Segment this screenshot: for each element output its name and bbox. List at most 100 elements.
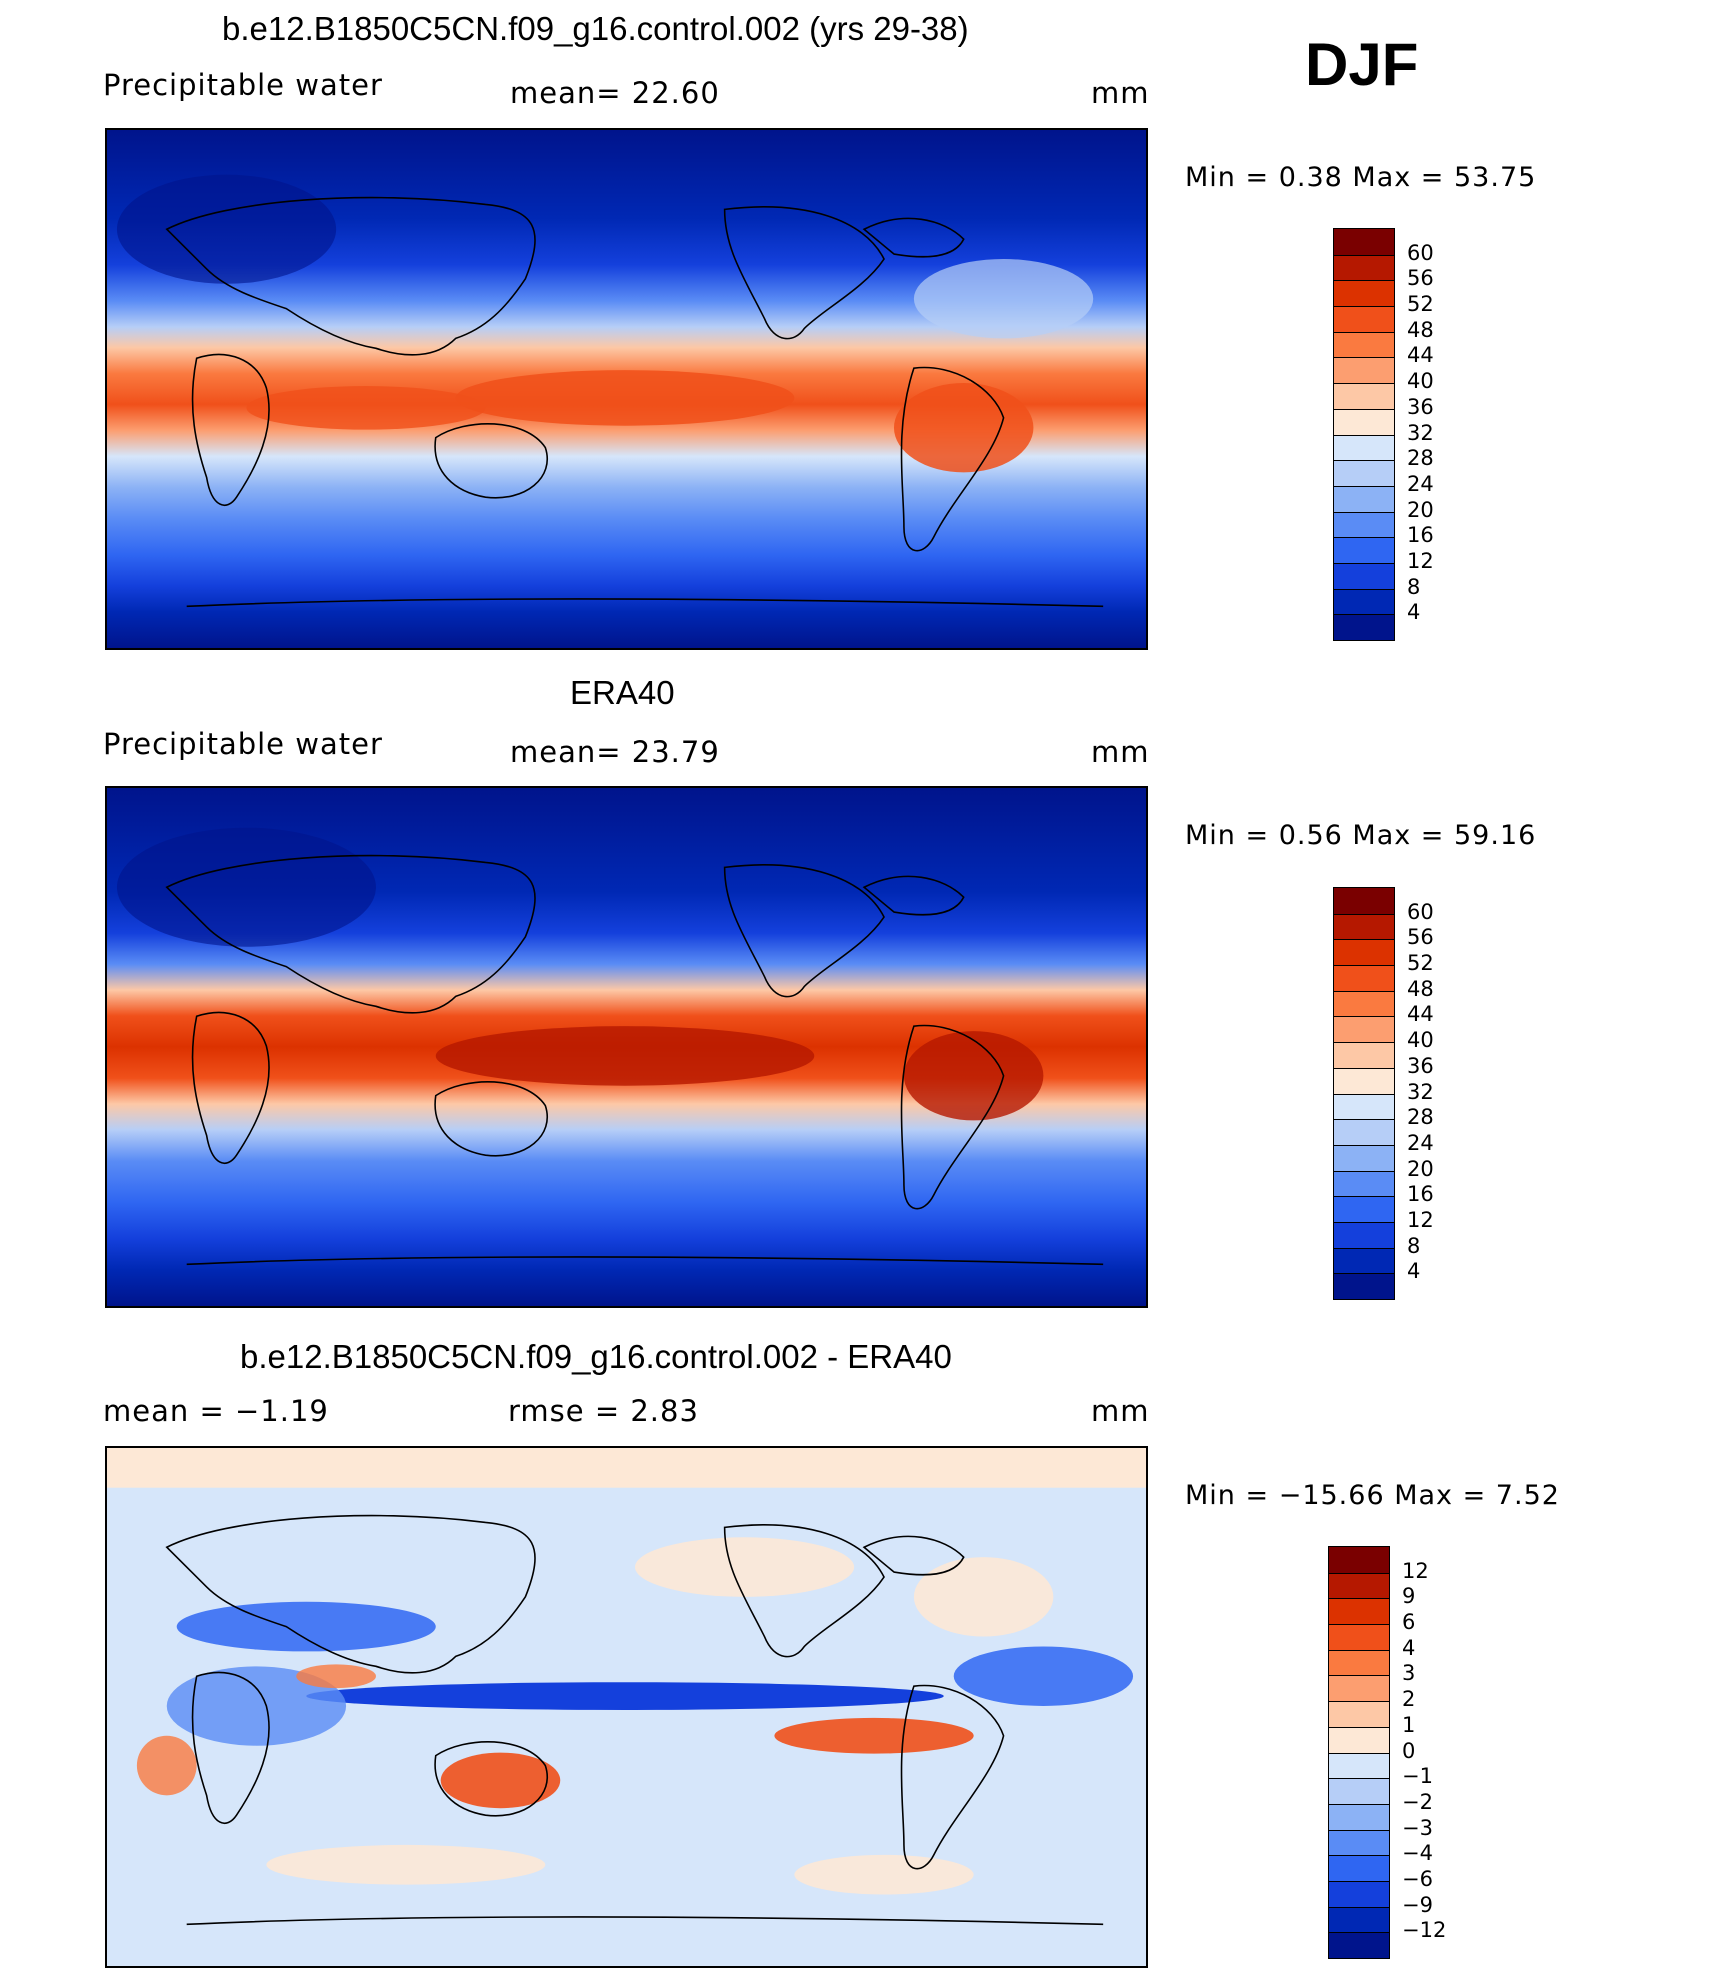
colorbar-swatch <box>1329 1624 1389 1650</box>
colorbar-tick-label: 24 <box>1407 471 1434 496</box>
colorbar-swatch <box>1334 614 1394 640</box>
colorbar-swatch <box>1329 1829 1389 1856</box>
colorbar-tick-label: 52 <box>1407 292 1434 317</box>
colorbar-swatch <box>1329 1932 1389 1958</box>
colorbar-swatch <box>1334 1196 1394 1222</box>
colorbar-swatch <box>1334 1042 1394 1068</box>
colorbar-tick-label: −4 <box>1402 1841 1433 1866</box>
panel-3-map <box>105 1446 1148 1968</box>
panel-2-min-max: Min = 0.56 Max = 59.16 <box>1185 820 1537 851</box>
colorbar-tick-label: 1 <box>1402 1712 1416 1737</box>
colorbar-swatch <box>1329 1778 1389 1804</box>
colorbar-swatch <box>1329 1701 1389 1727</box>
colorbar-tick-label: 12 <box>1402 1558 1429 1583</box>
panel-2-units: mm <box>1091 735 1150 769</box>
colorbar-swatch <box>1334 1221 1394 1248</box>
colorbar-tick-label: 56 <box>1407 266 1434 291</box>
colorbar-tick-label: 12 <box>1407 548 1434 573</box>
colorbar-swatch <box>1329 1880 1389 1907</box>
colorbar-swatch <box>1334 280 1394 307</box>
colorbar-tick-label: 3 <box>1402 1661 1416 1686</box>
colorbar-tick-label: 16 <box>1407 523 1434 548</box>
colorbar-swatch <box>1334 1247 1394 1274</box>
colorbar-swatch <box>1334 357 1394 384</box>
colorbar-swatch <box>1329 1598 1389 1625</box>
colorbar-tick-label: 60 <box>1407 899 1434 924</box>
colorbar-tick-label: 8 <box>1407 1233 1421 1258</box>
colorbar-tick-label: 28 <box>1407 1105 1434 1130</box>
panel-3-units: mm <box>1091 1394 1150 1428</box>
colorbar-swatch <box>1329 1547 1389 1573</box>
colorbar-tick-label: 40 <box>1407 369 1434 394</box>
colorbar-swatch <box>1334 939 1394 966</box>
colorbar-tick-label: 2 <box>1402 1687 1416 1712</box>
colorbar-swatch <box>1334 460 1394 486</box>
colorbar-tick-label: −9 <box>1402 1892 1433 1917</box>
colorbar-swatch <box>1334 1067 1394 1094</box>
colorbar-tick-label: −12 <box>1402 1918 1447 1943</box>
colorbar-tick-label: 8 <box>1407 574 1421 599</box>
colorbar-tick-label: −6 <box>1402 1866 1433 1891</box>
colorbar-tick-label: 48 <box>1407 317 1434 342</box>
panel-3-rmse-label: rmse = 2.83 <box>508 1394 699 1428</box>
panel-1-min-max: Min = 0.38 Max = 53.75 <box>1185 162 1537 193</box>
colorbar-tick-label: 44 <box>1407 1002 1434 1027</box>
colorbar-swatch <box>1329 1726 1389 1753</box>
colorbar-tick-label: 4 <box>1402 1635 1416 1660</box>
colorbar-tick-label: 12 <box>1407 1207 1434 1232</box>
colorbar-swatch <box>1334 383 1394 409</box>
colorbar-swatch <box>1334 888 1394 914</box>
colorbar-swatch <box>1334 511 1394 538</box>
colorbar-swatch <box>1334 537 1394 563</box>
colorbar-tick-label: 4 <box>1407 600 1421 625</box>
colorbar-swatch <box>1334 1144 1394 1171</box>
colorbar-tick-label: 24 <box>1407 1130 1434 1155</box>
colorbar-tick-label: 28 <box>1407 446 1434 471</box>
panel-1-map-graphic <box>107 130 1146 648</box>
colorbar-swatch <box>1334 229 1394 255</box>
colorbar-swatch <box>1334 1093 1394 1120</box>
colorbar-tick-label: 52 <box>1407 951 1434 976</box>
panel-2-variable-label: Precipitable water <box>103 727 383 761</box>
panel-1-title: b.e12.B1850C5CN.f09_g16.control.002 (yrs… <box>222 10 969 47</box>
colorbar-swatch <box>1334 990 1394 1017</box>
colorbar-tick-label: 9 <box>1402 1584 1416 1609</box>
panel-3-colorbar <box>1328 1546 1390 1959</box>
colorbar-tick-label: −1 <box>1402 1764 1433 1789</box>
season-label: DJF <box>1305 31 1419 98</box>
colorbar-tick-label: 32 <box>1407 420 1434 445</box>
colorbar-tick-label: 4 <box>1407 1259 1421 1284</box>
panel-3-mean-label: mean = −1.19 <box>103 1394 329 1428</box>
colorbar-swatch <box>1329 1649 1389 1676</box>
colorbar-swatch <box>1329 1752 1389 1779</box>
colorbar-swatch <box>1329 1572 1389 1599</box>
colorbar-tick-label: 56 <box>1407 925 1434 950</box>
colorbar-swatch <box>1334 434 1394 461</box>
colorbar-tick-label: 0 <box>1402 1738 1416 1763</box>
colorbar-tick-label: −3 <box>1402 1815 1433 1840</box>
colorbar-swatch <box>1334 254 1394 281</box>
colorbar-swatch <box>1334 1273 1394 1299</box>
colorbar-swatch <box>1334 588 1394 615</box>
colorbar-swatch <box>1334 408 1394 435</box>
panel-1-variable-label: Precipitable water <box>103 68 383 102</box>
colorbar-tick-label: 32 <box>1407 1079 1434 1104</box>
colorbar-tick-label: 60 <box>1407 240 1434 265</box>
colorbar-swatch <box>1334 1119 1394 1145</box>
colorbar-swatch <box>1329 1855 1389 1881</box>
colorbar-swatch <box>1334 306 1394 332</box>
colorbar-swatch <box>1334 485 1394 512</box>
panel-1-colorbar <box>1333 228 1395 641</box>
panel-2-title: ERA40 <box>570 674 675 711</box>
panel-1-units: mm <box>1091 76 1150 110</box>
colorbar-tick-label: 20 <box>1407 497 1434 522</box>
panel-3-title: b.e12.B1850C5CN.f09_g16.control.002 - ER… <box>240 1338 952 1375</box>
colorbar-tick-label: −2 <box>1402 1789 1433 1814</box>
colorbar-swatch <box>1334 562 1394 589</box>
colorbar-tick-label: 36 <box>1407 1053 1434 1078</box>
colorbar-swatch <box>1334 1016 1394 1043</box>
colorbar-tick-label: 6 <box>1402 1610 1416 1635</box>
panel-3-min-max: Min = −15.66 Max = 7.52 <box>1185 1480 1560 1511</box>
colorbar-tick-label: 44 <box>1407 343 1434 368</box>
colorbar-swatch <box>1334 1170 1394 1197</box>
